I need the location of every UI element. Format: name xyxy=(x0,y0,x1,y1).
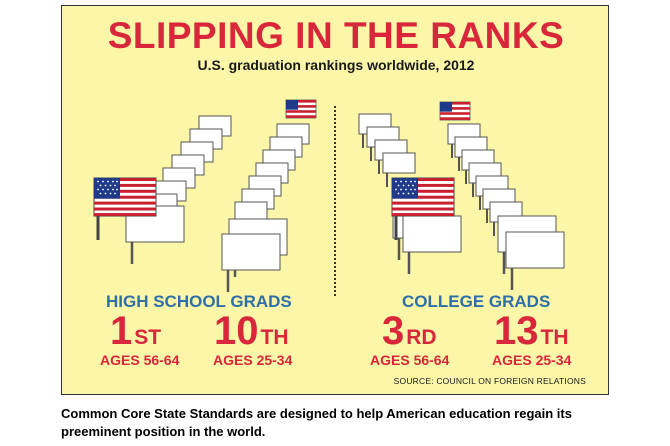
hs-rank-younger-suffix: TH xyxy=(260,326,289,349)
source-note: SOURCE: COUNCIL ON FOREIGN RELATIONS xyxy=(393,376,586,386)
college-rank-younger: 13TH xyxy=(494,311,569,360)
college-older-flag-row xyxy=(358,113,463,276)
hs-section-title: HIGH SCHOOL GRADS xyxy=(106,292,292,311)
college-section-title: COLLEGE GRADS xyxy=(402,292,551,311)
hs-ages-older: AGES 56-64 xyxy=(100,352,180,368)
us-flag-small-icon xyxy=(285,99,317,119)
infographic-title: SLIPPING IN THE RANKS xyxy=(107,15,565,56)
us-flag-small-icon xyxy=(439,101,471,121)
college-rank-younger-suffix: TH xyxy=(540,326,569,349)
college-ages-younger: AGES 25-34 xyxy=(492,352,572,368)
college-rank-older-number: 3 xyxy=(382,309,405,353)
college-rank-younger-number: 13 xyxy=(494,309,539,353)
college-ages-older: AGES 56-64 xyxy=(370,352,450,368)
hs-rank-younger: 10TH xyxy=(214,311,289,360)
hs-younger-flag-row xyxy=(220,99,317,294)
hs-rank-older-number: 1 xyxy=(110,309,133,353)
hs-rank-older: 1ST xyxy=(110,311,161,360)
hs-ages-younger: AGES 25-34 xyxy=(213,352,293,368)
image-caption: Common Core State Standards are designed… xyxy=(61,406,572,439)
infographic-panel: SLIPPING IN THE RANKS U.S. graduation ra… xyxy=(61,5,609,395)
hs-rank-older-suffix: ST xyxy=(134,326,162,349)
college-rank-older-suffix: RD xyxy=(406,326,437,349)
hs-older-flag-row xyxy=(92,115,232,266)
hs-rank-younger-number: 10 xyxy=(214,309,259,353)
infographic-subtitle: U.S. graduation rankings worldwide, 2012 xyxy=(197,57,475,73)
section-divider xyxy=(334,106,336,296)
college-younger-flag-row xyxy=(439,101,566,292)
college-rank-older: 3RD xyxy=(382,311,437,360)
